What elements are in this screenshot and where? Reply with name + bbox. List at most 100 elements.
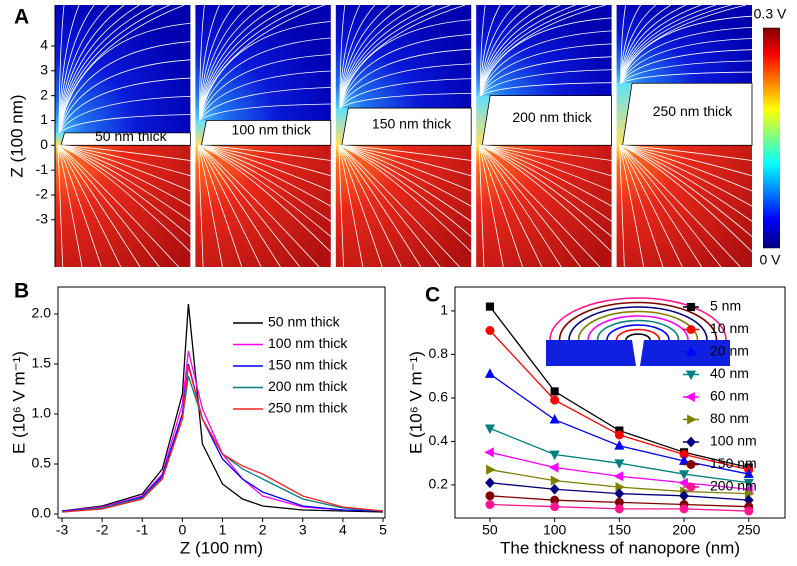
field-line bbox=[199, 87, 331, 121]
inset-arc bbox=[558, 301, 718, 341]
marker bbox=[548, 462, 559, 473]
field-line bbox=[620, 26, 753, 84]
field-line bbox=[58, 4, 110, 133]
field-line bbox=[57, 144, 191, 253]
marker bbox=[678, 477, 688, 488]
x-tick-label: 150 bbox=[608, 522, 632, 538]
panel-caption: 150 nm thick bbox=[372, 115, 452, 131]
field-line bbox=[198, 145, 204, 268]
colorbar-label: 0 V bbox=[759, 252, 781, 268]
field-line bbox=[338, 144, 472, 253]
marker bbox=[550, 502, 560, 512]
field-line bbox=[478, 145, 581, 268]
field-line bbox=[338, 145, 402, 268]
field-line bbox=[57, 144, 191, 192]
marker bbox=[679, 504, 689, 514]
marker bbox=[550, 395, 560, 405]
y-axis-label: E (10⁶ V m⁻¹) bbox=[9, 351, 28, 454]
y-tick-label: 0.6 bbox=[429, 389, 449, 405]
colorbar bbox=[763, 28, 780, 248]
legend-label: 20 nm bbox=[710, 343, 749, 359]
membrane bbox=[200, 120, 332, 146]
field-line bbox=[619, 145, 645, 268]
series-line bbox=[61, 303, 384, 513]
field-line bbox=[338, 145, 441, 268]
legend-label: 10 nm bbox=[710, 320, 749, 336]
field-line bbox=[479, 30, 612, 96]
series-line bbox=[61, 365, 384, 513]
field-line bbox=[479, 144, 612, 192]
field-line bbox=[338, 144, 472, 192]
marker bbox=[549, 413, 560, 424]
x-tick-label: 0 bbox=[178, 522, 186, 538]
field-line bbox=[479, 144, 612, 237]
field-line bbox=[620, 71, 753, 84]
field-line bbox=[198, 145, 320, 268]
y-tick-label: 3 bbox=[40, 62, 48, 78]
field-line bbox=[198, 145, 243, 268]
marker bbox=[550, 387, 559, 396]
field-line bbox=[57, 144, 191, 161]
field-line bbox=[58, 4, 95, 133]
legend-label: 100 nm bbox=[710, 433, 757, 449]
legend-label: 250 nm thick bbox=[268, 400, 348, 416]
plot-frame bbox=[57, 286, 386, 519]
field-line bbox=[619, 145, 703, 268]
y-tick-label: 0 bbox=[40, 136, 48, 152]
field-line bbox=[339, 19, 472, 109]
marker bbox=[744, 506, 754, 516]
field-line bbox=[58, 59, 191, 134]
series-line bbox=[61, 350, 384, 512]
field-line bbox=[57, 144, 191, 237]
field-line bbox=[198, 145, 281, 268]
upper-field bbox=[55, 5, 191, 133]
inset-arc bbox=[606, 324, 670, 341]
field-line bbox=[339, 34, 472, 109]
marker bbox=[685, 370, 697, 381]
field-line bbox=[199, 4, 235, 121]
field-line bbox=[198, 144, 331, 161]
field-line bbox=[57, 144, 191, 177]
field-line bbox=[198, 145, 301, 268]
field-line bbox=[57, 145, 160, 268]
x-tick-label: -2 bbox=[96, 522, 109, 538]
membrane bbox=[60, 132, 191, 146]
field-line bbox=[619, 145, 625, 268]
field-line bbox=[58, 4, 155, 133]
field-line bbox=[479, 144, 612, 207]
marker bbox=[679, 470, 690, 480]
y-tick-label: 1 bbox=[440, 302, 448, 318]
y-tick-label: 1.0 bbox=[32, 405, 52, 421]
field-line bbox=[338, 145, 344, 268]
field-line bbox=[58, 22, 191, 133]
x-axis-label: Z (100 nm) bbox=[180, 538, 263, 557]
marker bbox=[484, 424, 495, 435]
field-line bbox=[338, 144, 472, 161]
field-line bbox=[479, 43, 612, 96]
marker bbox=[485, 302, 495, 311]
panel-label: A bbox=[14, 6, 29, 29]
membrane bbox=[481, 95, 612, 146]
legend-label: 150 nm bbox=[710, 455, 757, 471]
marker bbox=[484, 368, 495, 378]
legend-label: 50 nm thick bbox=[268, 314, 341, 330]
y-tick-label: 0.2 bbox=[429, 476, 449, 492]
field-line bbox=[620, 4, 642, 84]
colorbar-label: 0.3 V bbox=[754, 6, 787, 22]
x-tick-label: 2 bbox=[259, 522, 267, 538]
marker bbox=[485, 326, 495, 335]
field-line bbox=[338, 144, 472, 207]
field-line bbox=[478, 145, 524, 268]
x-tick-label: -1 bbox=[136, 522, 149, 538]
y-tick-label: 0.0 bbox=[32, 505, 52, 521]
x-tick-label: 1 bbox=[219, 522, 227, 538]
field-line bbox=[339, 92, 472, 109]
field-line bbox=[479, 4, 516, 96]
marker bbox=[743, 468, 754, 478]
field-line bbox=[619, 144, 753, 192]
legend-label: 200 nm thick bbox=[268, 378, 348, 394]
field-line bbox=[620, 49, 753, 84]
marker bbox=[485, 500, 495, 510]
field-line bbox=[338, 145, 422, 268]
membrane bbox=[341, 107, 472, 146]
